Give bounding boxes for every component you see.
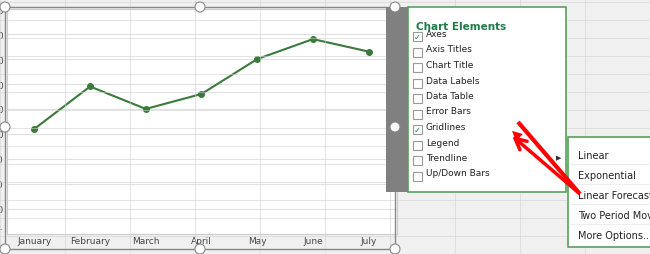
Circle shape — [0, 122, 10, 133]
Text: More Options...: More Options... — [578, 230, 650, 240]
Text: ▶: ▶ — [556, 155, 562, 161]
FancyBboxPatch shape — [413, 79, 422, 88]
Text: Legend: Legend — [426, 138, 460, 147]
Circle shape — [390, 3, 400, 13]
Circle shape — [195, 244, 205, 254]
Text: Axes: Axes — [426, 30, 447, 39]
Text: -: - — [0, 223, 2, 233]
FancyBboxPatch shape — [413, 125, 422, 134]
Circle shape — [0, 244, 10, 254]
FancyBboxPatch shape — [413, 110, 422, 119]
FancyBboxPatch shape — [413, 33, 422, 42]
FancyBboxPatch shape — [413, 141, 422, 150]
Text: Error Bars: Error Bars — [426, 107, 471, 116]
Text: Up/Down Bars: Up/Down Bars — [426, 169, 489, 178]
Text: Axis Titles: Axis Titles — [426, 45, 472, 54]
Text: Data Labels: Data Labels — [426, 76, 480, 85]
Text: Linear: Linear — [578, 150, 608, 160]
Text: Data Table: Data Table — [426, 92, 474, 101]
FancyBboxPatch shape — [413, 48, 422, 57]
Circle shape — [390, 122, 400, 133]
FancyBboxPatch shape — [413, 156, 422, 165]
Text: ✓: ✓ — [414, 125, 421, 134]
Text: Two Period Moving Average: Two Period Moving Average — [578, 210, 650, 220]
Text: Chart Title: Chart Title — [426, 61, 473, 70]
Circle shape — [0, 3, 10, 13]
FancyBboxPatch shape — [568, 137, 650, 247]
Circle shape — [390, 244, 400, 254]
FancyBboxPatch shape — [413, 64, 422, 73]
Text: Trendline: Trendline — [426, 153, 467, 162]
Text: Gridlines: Gridlines — [426, 122, 467, 132]
FancyBboxPatch shape — [413, 95, 422, 104]
FancyBboxPatch shape — [408, 8, 566, 192]
Text: Chart Elements: Chart Elements — [416, 22, 506, 32]
FancyBboxPatch shape — [386, 8, 408, 192]
Text: Linear Forecast: Linear Forecast — [578, 190, 650, 200]
Text: Exponential: Exponential — [578, 170, 636, 180]
Circle shape — [195, 3, 205, 13]
Text: ✓: ✓ — [414, 32, 421, 41]
FancyBboxPatch shape — [413, 172, 422, 181]
